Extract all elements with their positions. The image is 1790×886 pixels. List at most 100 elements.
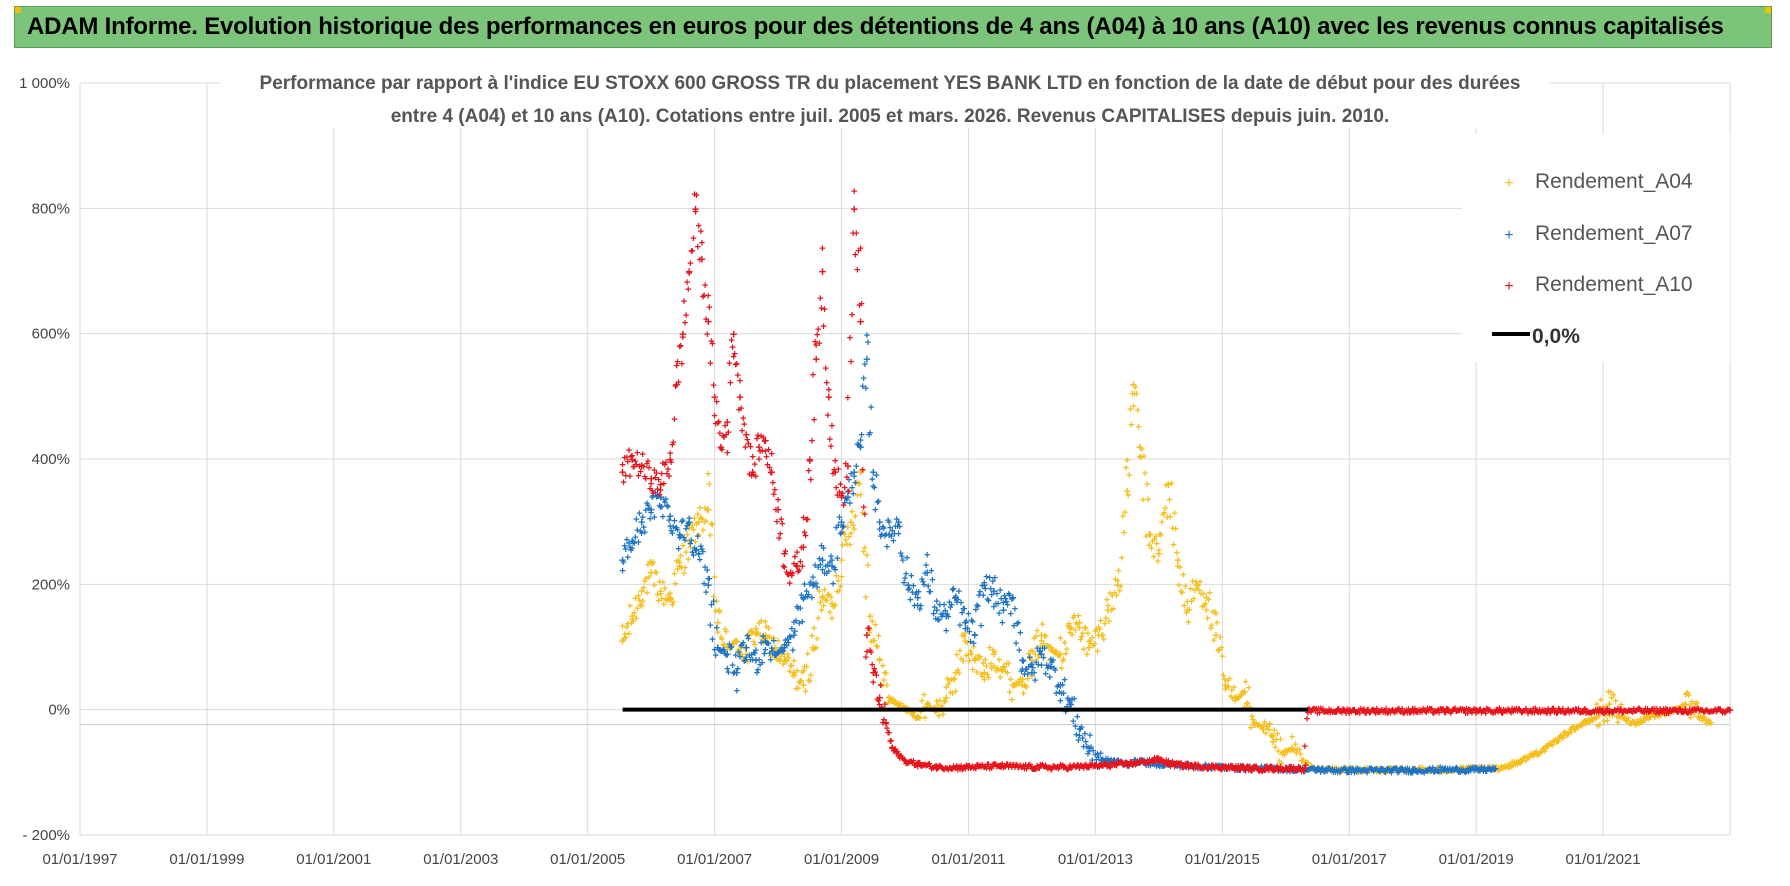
scatter-mark-a04: +	[1691, 709, 1697, 721]
series-a07: + + + + + + + + + + + + + + + + + + + + + + + + + + + + + + + + + + + + + + + +…	[619, 330, 1500, 780]
scatter-mark-a04: +	[1008, 674, 1014, 686]
scatter-mark-a04: +	[1622, 715, 1628, 727]
scatter-mark-a04: +	[721, 639, 727, 651]
y-tick-label: 600%	[32, 326, 70, 343]
scatter-mark-a04: +	[807, 676, 813, 688]
scatter-mark-a04: +	[1486, 764, 1492, 776]
scatter-mark-a04: +	[925, 698, 931, 710]
scatter-mark-a04: +	[748, 626, 754, 638]
scatter-mark-a04: +	[1679, 700, 1685, 712]
scatter-mark-a04: +	[656, 576, 662, 588]
scatter-mark-a04: +	[1551, 736, 1557, 748]
scatter-mark-a07: +	[689, 547, 695, 559]
scatter-mark-a10: +	[753, 471, 759, 483]
scatter-mark-a04: +	[1432, 765, 1438, 777]
scatter-mark-a04: +	[763, 621, 769, 633]
scatter-mark-a04: +	[942, 696, 948, 708]
scatter-mark-a04: +	[1624, 715, 1630, 727]
scatter-mark-a04: +	[1223, 682, 1229, 694]
scatter-mark-a04: +	[734, 637, 740, 649]
data-point-a07: +	[1098, 753, 1106, 768]
scatter-mark-a04: +	[1560, 733, 1566, 745]
scatter-mark-a04: +	[1396, 766, 1402, 778]
scatter-mark-a04: +	[1130, 401, 1136, 413]
scatter-mark-a04: +	[1221, 674, 1227, 686]
scatter-mark-a07: +	[637, 526, 643, 538]
scatter-mark-a04: +	[783, 656, 789, 668]
scatter-mark-a04: +	[1618, 700, 1624, 712]
scatter-mark-a04: +	[858, 466, 864, 478]
scatter-mark-a04: +	[1632, 717, 1638, 729]
scatter-mark-a04: +	[1056, 650, 1062, 662]
scatter-mark-a04: +	[1093, 624, 1099, 636]
scatter-mark-a10: +	[862, 509, 868, 521]
scatter-mark-a04: +	[671, 569, 677, 581]
scatter-mark-a07: +	[667, 521, 673, 533]
scatter-mark-a04: +	[908, 706, 914, 718]
data-point-a04: +	[1307, 759, 1315, 774]
scatter-mark-a04: +	[1104, 595, 1110, 607]
scatter-mark-a07: +	[633, 514, 639, 526]
data-point-a04: +	[771, 640, 779, 655]
scatter-mark-a04: +	[1273, 735, 1279, 747]
scatter-mark-a04: +	[708, 519, 714, 531]
scatter-mark-a07: +	[627, 542, 633, 554]
scatter-mark-a04: +	[706, 479, 712, 491]
scatter-mark-a04: +	[646, 572, 652, 584]
scatter-mark-a04: +	[1006, 687, 1012, 699]
scatter-mark-a04: +	[1087, 635, 1093, 647]
scatter-mark-a04: +	[1055, 650, 1061, 662]
scatter-mark-a04: +	[1525, 753, 1531, 765]
scatter-mark-a07: +	[684, 520, 690, 532]
scatter-mark-a04: +	[1399, 764, 1405, 776]
scatter-mark-a04: +	[898, 699, 904, 711]
scatter-mark-a04: +	[1074, 619, 1080, 631]
scatter-mark-a04: +	[716, 605, 722, 617]
scatter-mark-a04: +	[626, 628, 632, 640]
scatter-mark-a04: +	[1449, 764, 1455, 776]
scatter-mark-a04: +	[1000, 664, 1006, 676]
scatter-mark-a04: +	[1289, 732, 1295, 744]
scatter-mark-a04: +	[1558, 731, 1564, 743]
scatter-mark-a04: +	[777, 656, 783, 668]
scatter-mark-a04: +	[1606, 711, 1612, 723]
scatter-mark-a04: +	[1649, 710, 1655, 722]
scatter-mark-a07: +	[636, 508, 642, 520]
scatter-mark-a10: +	[668, 457, 674, 469]
scatter-mark-a04: +	[1017, 673, 1023, 685]
scatter-mark-a07: +	[675, 543, 681, 555]
scatter-mark-a04: +	[1039, 619, 1045, 631]
scatter-mark-a04: +	[682, 562, 688, 574]
scatter-mark-a04: +	[824, 595, 830, 607]
scatter-mark-a07: +	[863, 383, 869, 395]
scatter-mark-a04: +	[1305, 758, 1311, 770]
scatter-mark-a04: +	[1106, 616, 1112, 628]
scatter-mark-a04: +	[1466, 762, 1472, 774]
scatter-mark-a04: +	[957, 645, 963, 657]
scatter-mark-a04: +	[1669, 706, 1675, 718]
scatter-mark-a04: +	[1518, 756, 1524, 768]
scatter-mark-a04: +	[1524, 752, 1530, 764]
scatter-mark-a07: +	[690, 550, 696, 562]
scatter-mark-a04: +	[1230, 693, 1236, 705]
scatter-mark-a04: +	[1391, 763, 1397, 775]
scatter-mark-a04: +	[633, 613, 639, 625]
x-tick-label: 01/01/2009	[804, 851, 879, 868]
x-tick-label: 01/01/2005	[550, 851, 625, 868]
scatter-mark-a04: +	[782, 654, 788, 666]
scatter-mark-a04: +	[1163, 480, 1169, 492]
scatter-mark-a04: +	[809, 631, 815, 643]
scatter-mark-a04: +	[729, 639, 735, 651]
scatter-mark-a04: +	[1188, 596, 1194, 608]
scatter-mark-a07: +	[678, 531, 684, 543]
scatter-mark-a04: +	[1030, 646, 1036, 658]
scatter-mark-a04: +	[1455, 765, 1461, 777]
scatter-mark-a04: +	[1487, 761, 1493, 773]
scatter-mark-a04: +	[1260, 721, 1266, 733]
scatter-mark-a04: +	[1513, 757, 1519, 769]
scatter-mark-a04: +	[1621, 711, 1627, 723]
scatter-mark-a04: +	[1251, 719, 1257, 731]
scatter-mark-a04: +	[1330, 765, 1336, 777]
scatter-mark-a04: +	[1157, 529, 1163, 541]
scatter-mark-a04: +	[1185, 617, 1191, 629]
